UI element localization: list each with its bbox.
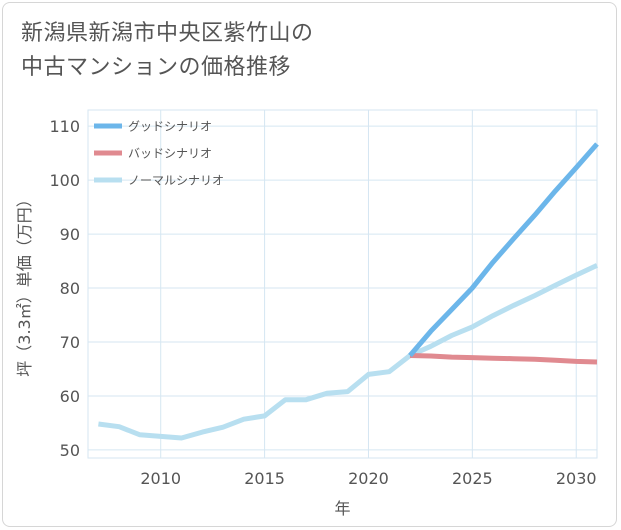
chart-title-line-2: 中古マンションの価格推移: [21, 55, 292, 80]
x-tick-label: 2015: [244, 469, 285, 488]
chart-title: 新潟県新潟市中央区紫竹山の 中古マンションの価格推移: [21, 17, 581, 85]
x-tick-label: 2010: [140, 469, 181, 488]
y-tick-label: 110: [49, 117, 80, 136]
y-tick-label: 70: [60, 333, 80, 352]
axes: 50 60 70 80 90 100 110 2010 2015 2020 2025 2030: [49, 117, 596, 488]
x-tick-label: 2030: [556, 469, 597, 488]
y-tick-label: 60: [60, 387, 80, 406]
chart-title-line-1: 新潟県新潟市中央区紫竹山の: [21, 21, 314, 46]
grid-lines: [87, 109, 598, 459]
y-tick-label: 80: [60, 279, 80, 298]
series-line-0: [408, 142, 599, 358]
y-tick-label: 50: [60, 441, 80, 460]
y-tick-label: 100: [49, 171, 80, 190]
series-lines: [98, 142, 599, 441]
x-axis-title: 年: [334, 499, 350, 518]
legend-label: グッドシナリオ: [128, 120, 212, 134]
x-tick-label: 2025: [452, 469, 493, 488]
plot-frame: [87, 109, 598, 459]
y-axis-title: 坪（3.3㎡）単価（万円）: [15, 191, 34, 376]
series-line-1: [409, 353, 598, 365]
y-tick-label: 90: [60, 225, 80, 244]
legend-label: ノーマルシナリオ: [128, 174, 224, 188]
legend-label: バッドシナリオ: [128, 147, 212, 161]
series-line-2: [98, 263, 599, 441]
x-tick-label: 2020: [348, 469, 389, 488]
